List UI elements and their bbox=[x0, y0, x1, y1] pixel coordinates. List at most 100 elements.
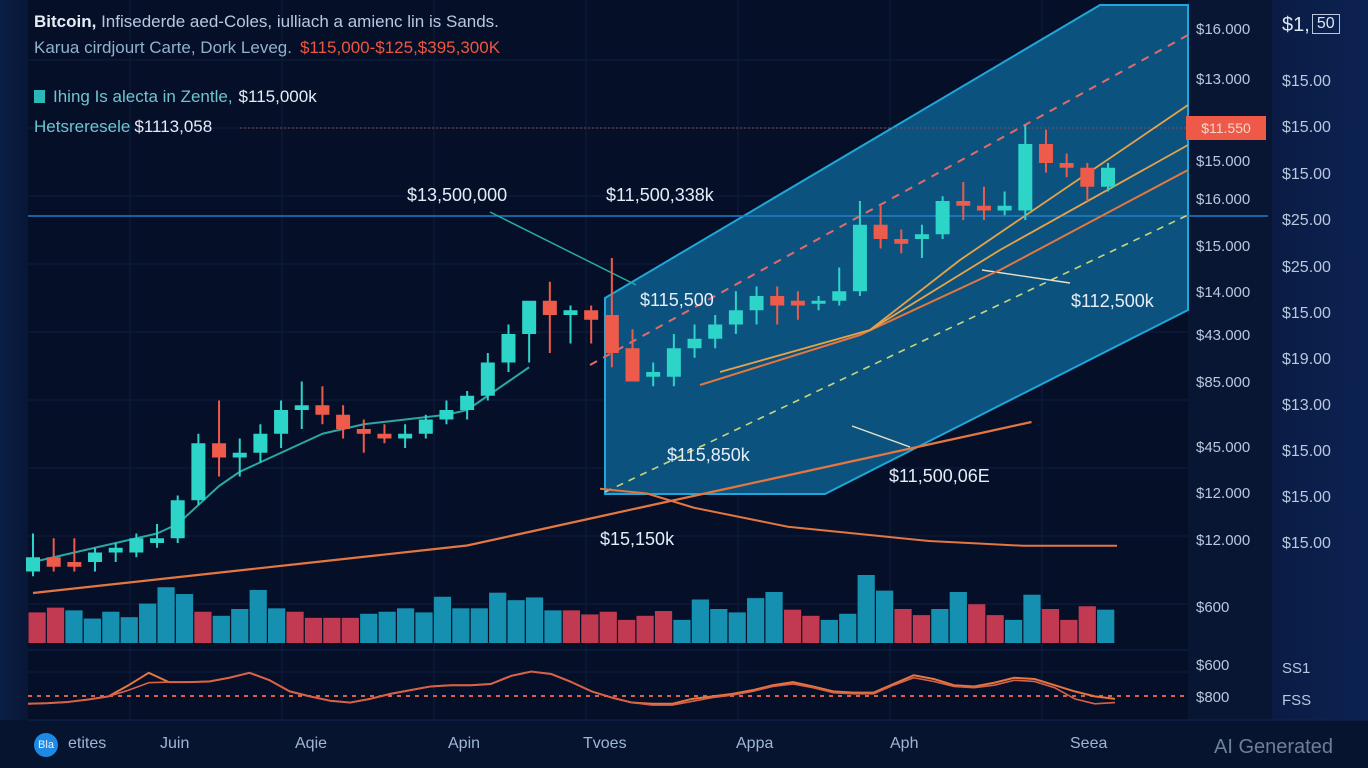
app-badge-icon[interactable]: Bla bbox=[34, 733, 58, 757]
candle-body bbox=[852, 224, 867, 292]
volume-bar bbox=[618, 619, 636, 643]
y-tick-secondary: $15.00 bbox=[1282, 535, 1331, 552]
volume-bar bbox=[28, 612, 46, 643]
chart-header: Bitcoin, Infisederde aed-Coles, iulliach… bbox=[34, 12, 500, 58]
candle-body bbox=[1018, 144, 1033, 211]
price-axis-secondary[interactable] bbox=[1272, 0, 1368, 768]
volume-bar bbox=[654, 611, 673, 643]
volume-bar bbox=[46, 607, 65, 643]
ma-orange-line bbox=[32, 420, 1032, 595]
candle-body bbox=[749, 296, 764, 311]
y-tick-primary: $43.000 bbox=[1196, 327, 1251, 344]
annotation-leader bbox=[851, 425, 911, 448]
channel-lower-dashed bbox=[604, 214, 1189, 493]
annotation-label: $115,850k bbox=[667, 445, 750, 465]
osc-legend: SS1 bbox=[1282, 660, 1311, 677]
y-tick-primary: $13.000 bbox=[1196, 71, 1251, 88]
y-tick-primary: $16.000 bbox=[1196, 191, 1251, 208]
candle-body bbox=[997, 205, 1012, 211]
chart-title: Bitcoin, Infisederde aed-Coles, iulliach… bbox=[34, 12, 500, 32]
y-tick-primary: $12.000 bbox=[1196, 485, 1251, 502]
candle-body bbox=[687, 338, 702, 349]
title-bold: Bitcoin, bbox=[34, 12, 97, 31]
osc-legend: FSS bbox=[1282, 692, 1312, 709]
volume-bar bbox=[65, 610, 83, 643]
y-tick-secondary: $15.00 bbox=[1282, 73, 1331, 90]
indicator2-label: Hetsreresele bbox=[34, 117, 131, 136]
annotation-label: $11,500,338k bbox=[606, 185, 714, 205]
candle-body bbox=[708, 324, 723, 339]
volume-bar bbox=[304, 617, 323, 643]
indicator2-value: $1113,058 bbox=[134, 117, 213, 136]
candle-body bbox=[584, 310, 599, 320]
left-edge bbox=[0, 0, 30, 768]
volume-bar bbox=[249, 589, 267, 643]
osc-axis-label: $600 bbox=[1196, 657, 1230, 674]
y-tick-primary: $45.000 bbox=[1196, 439, 1251, 456]
candle-body bbox=[914, 234, 929, 239]
candle-body bbox=[46, 557, 61, 567]
x-tick: etites bbox=[68, 735, 107, 752]
candle-body bbox=[1101, 167, 1115, 187]
y-tick-primary: $16.000 bbox=[1196, 21, 1251, 38]
volume-bar bbox=[194, 611, 212, 643]
volume-bar bbox=[820, 619, 838, 643]
volume-bar bbox=[470, 608, 488, 643]
ma-teal-line bbox=[32, 366, 530, 563]
candle-body bbox=[873, 224, 888, 239]
candle-body bbox=[894, 239, 909, 244]
volume-bar bbox=[912, 615, 931, 643]
y-tick-primary: $85.000 bbox=[1196, 374, 1251, 391]
osc-axis-label: $800 bbox=[1196, 689, 1230, 706]
candle-body bbox=[232, 452, 247, 458]
y-tick-secondary: $25.00 bbox=[1282, 259, 1331, 276]
candle-body bbox=[604, 315, 619, 353]
chart-subtitle: Karua cirdjourt Carte, Dork Leveg. $115,0… bbox=[34, 38, 500, 58]
volume-bar bbox=[139, 603, 157, 643]
volume-bar bbox=[1041, 609, 1060, 643]
secondary-axis-header: $1, 50 bbox=[1282, 14, 1340, 37]
candle-body bbox=[67, 562, 82, 567]
volume-bar bbox=[562, 610, 581, 643]
candle-body bbox=[728, 310, 743, 325]
volume-bar bbox=[489, 592, 507, 643]
candle-body bbox=[542, 300, 557, 315]
volume-bar bbox=[507, 600, 525, 643]
volume-bar bbox=[175, 594, 194, 643]
y-tick-secondary: $15.00 bbox=[1282, 489, 1331, 506]
candle-body bbox=[770, 296, 785, 306]
candle-body bbox=[26, 557, 40, 572]
volume-bar bbox=[1078, 606, 1096, 643]
candle-body bbox=[129, 538, 144, 553]
indicator-legend-2[interactable]: Hetsreresele $1113,058 bbox=[34, 117, 212, 137]
volume-bar bbox=[581, 614, 599, 643]
candle-body bbox=[790, 300, 805, 306]
volume-bar bbox=[157, 587, 175, 643]
current-price-tag: $11.550 bbox=[1186, 116, 1266, 140]
y-tick-secondary: $15.00 bbox=[1282, 166, 1331, 183]
indicator-legend-1[interactable]: Ihing Is alecta in Zentle, $115,000k bbox=[34, 87, 317, 107]
time-axis[interactable] bbox=[0, 720, 1368, 768]
ma-orange-upper bbox=[699, 169, 1189, 386]
candle-body bbox=[439, 410, 454, 420]
y-tick-secondary: $15.00 bbox=[1282, 305, 1331, 322]
x-tick: Aqie bbox=[295, 735, 328, 752]
volume-bar bbox=[1004, 619, 1023, 643]
watermark: AI Generated bbox=[1214, 736, 1333, 758]
volume-bar bbox=[102, 611, 120, 643]
volume-bar bbox=[728, 612, 746, 643]
volume-bar bbox=[212, 615, 230, 643]
candle-body bbox=[956, 201, 971, 206]
candle-body bbox=[1038, 144, 1053, 163]
oscillator-line-1 bbox=[27, 670, 1116, 705]
indicator1-value: $115,000k bbox=[238, 87, 317, 106]
candle-body bbox=[170, 500, 185, 539]
candle-body bbox=[666, 348, 681, 377]
volume-bar bbox=[120, 617, 138, 643]
volume-bar bbox=[452, 608, 470, 643]
y-tick-secondary: $25.00 bbox=[1282, 212, 1331, 229]
candle-body bbox=[976, 205, 991, 211]
candle-body bbox=[274, 410, 289, 434]
volume-bar bbox=[83, 618, 101, 643]
candle-body bbox=[418, 419, 433, 434]
